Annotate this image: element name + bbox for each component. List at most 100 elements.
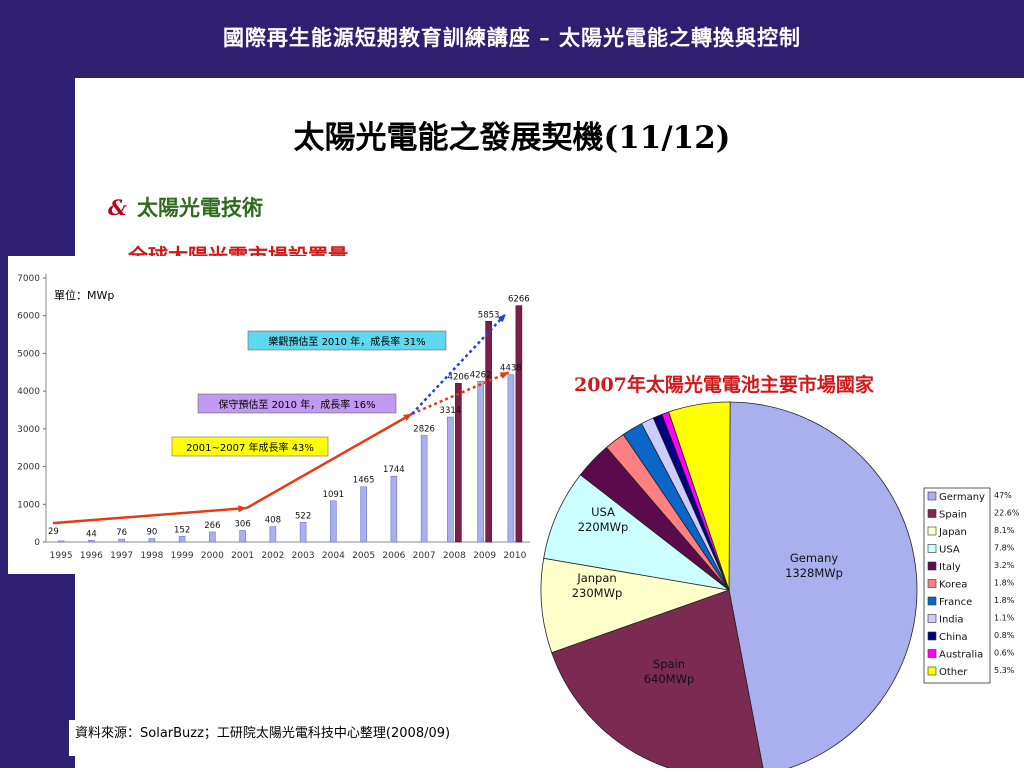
legend-percent: 5.3% — [994, 666, 1015, 675]
data-label: 408 — [265, 516, 281, 526]
y-tick-label: 4000 — [17, 387, 40, 397]
legend-percent: 47% — [994, 491, 1012, 500]
annotation-conservative: 保守預估至 2010 年，成長率 16% — [218, 398, 375, 411]
x-tick-label: 1996 — [80, 551, 103, 561]
data-label: 1091 — [323, 490, 345, 500]
legend-swatch — [927, 579, 937, 588]
slice-label-value: 640MWp — [644, 672, 695, 686]
bar — [118, 538, 125, 543]
slice-label-name: Janpan — [576, 571, 616, 585]
slice-label-name: Spain — [653, 657, 685, 671]
data-label: 152 — [174, 525, 190, 535]
pie-chart-title: 2007年太陽光電電池主要市場國家 — [574, 374, 874, 396]
legend-swatch — [927, 596, 937, 606]
pie-slice-spain — [551, 589, 765, 772]
x-tick-label: 2002 — [261, 551, 284, 561]
data-label: 3314 — [440, 406, 462, 416]
header-band — [0, 0, 1024, 78]
x-tick-label: 2006 — [382, 551, 405, 561]
legend-percent: 3.2% — [994, 561, 1015, 570]
x-tick-label: 2005 — [352, 551, 375, 561]
bar — [57, 540, 65, 543]
data-label: 522 — [295, 511, 311, 521]
x-tick-label: 2009 — [473, 551, 496, 561]
annotation-growth-2001-2007: 2001~2007 年成長率 43% — [186, 441, 314, 454]
x-tick-label: 2001 — [231, 551, 254, 561]
x-tick-label: 1997 — [110, 551, 133, 561]
slice-label-value: 1328MWp — [785, 566, 843, 580]
y-tick-label: 2000 — [17, 463, 40, 473]
x-tick-label: 1998 — [140, 551, 163, 561]
slice-label-value: 230MWp — [572, 586, 623, 600]
trend-arrow-2001-2007 — [246, 412, 413, 510]
bullet-text: 太陽光電技術 — [136, 195, 263, 220]
trend-arrow-optimistic-head — [497, 313, 506, 323]
x-tick-label: 2007 — [413, 551, 436, 561]
x-tick-label: 2000 — [201, 551, 224, 561]
data-label: 1744 — [383, 465, 405, 475]
data-label: 4438 — [500, 364, 522, 374]
pie-slice-other — [668, 401, 731, 591]
y-tick-label: 6000 — [17, 312, 40, 322]
legend-swatch — [927, 631, 937, 641]
bar — [239, 530, 246, 543]
legend-percent: 1.8% — [994, 579, 1015, 588]
legend-label: Australia — [939, 650, 983, 661]
x-tick-label: 1999 — [171, 551, 194, 561]
bar — [269, 526, 277, 543]
data-label: 6266 — [508, 295, 530, 305]
data-label: 44 — [86, 529, 97, 539]
legend-label: Germany — [939, 492, 985, 503]
legend-label: India — [939, 615, 964, 626]
slide-title: 太陽光電能之發展契機(11/12) — [293, 120, 731, 156]
data-label: 4262 — [470, 370, 492, 380]
legend-label: France — [939, 597, 972, 608]
y-tick-label: 1000 — [17, 500, 40, 510]
x-tick-label: 2008 — [443, 551, 466, 561]
data-label: 2826 — [413, 424, 435, 434]
bar — [447, 416, 454, 543]
legend-percent: 7.8% — [994, 544, 1015, 553]
bar — [299, 522, 307, 543]
pie-slice-japan — [540, 557, 731, 654]
legend-percent: 0.6% — [994, 649, 1015, 658]
bar — [390, 475, 398, 543]
data-label: 306 — [235, 519, 251, 529]
header-title: 國際再生能源短期教育訓練講座 – 太陽光電能之轉換與控制 — [222, 25, 802, 50]
annotation-optimistic: 樂觀預估至 2010 年，成長率 31% — [268, 335, 425, 348]
legend-percent: 0.8% — [994, 631, 1015, 640]
trend-arrow-2001-2007-head — [403, 413, 413, 421]
legend-percent: 8.1% — [994, 526, 1015, 535]
pie-slice-usa — [543, 474, 730, 591]
trend-arrow-2001-2007 — [52, 506, 247, 525]
y-tick-label: 5000 — [17, 349, 40, 359]
legend-swatch — [927, 614, 937, 623]
data-label: 5853 — [478, 310, 500, 320]
y-tick-label: 7000 — [17, 274, 40, 284]
data-label: 1465 — [353, 476, 375, 486]
source-note: 資料來源：SolarBuzz；工研院太陽光電科技中心整理(2008/09) — [69, 720, 541, 756]
bar — [507, 374, 515, 543]
annotation-optimistic-box — [247, 330, 447, 351]
legend-swatch — [927, 526, 937, 536]
annotation-growth-2001-2007-box — [171, 436, 329, 457]
bullet-marker: & — [108, 195, 127, 220]
bar-chart-frame: 0 1000 2000 3000 4000 5000 6000 7000 單位：MWp 1995 1… — [8, 256, 536, 574]
legend-swatch — [927, 544, 937, 553]
bar — [515, 305, 523, 543]
bar — [209, 531, 216, 543]
legend-label: Other — [939, 667, 968, 678]
legend-label: Korea — [939, 580, 967, 591]
bar — [420, 435, 428, 543]
legend-label: Italy — [939, 562, 961, 573]
trend-arrow-2001-2007-head — [238, 505, 247, 513]
x-tick-label: 2004 — [322, 551, 345, 561]
legend-label: China — [939, 632, 968, 643]
slice-label-name: USA — [591, 505, 615, 519]
data-label: 266 — [204, 521, 220, 531]
data-label: 90 — [146, 528, 157, 538]
bar — [455, 383, 462, 543]
legend-swatch — [927, 509, 937, 518]
legend-swatch — [927, 561, 937, 571]
pie-slice-germany — [728, 401, 918, 772]
